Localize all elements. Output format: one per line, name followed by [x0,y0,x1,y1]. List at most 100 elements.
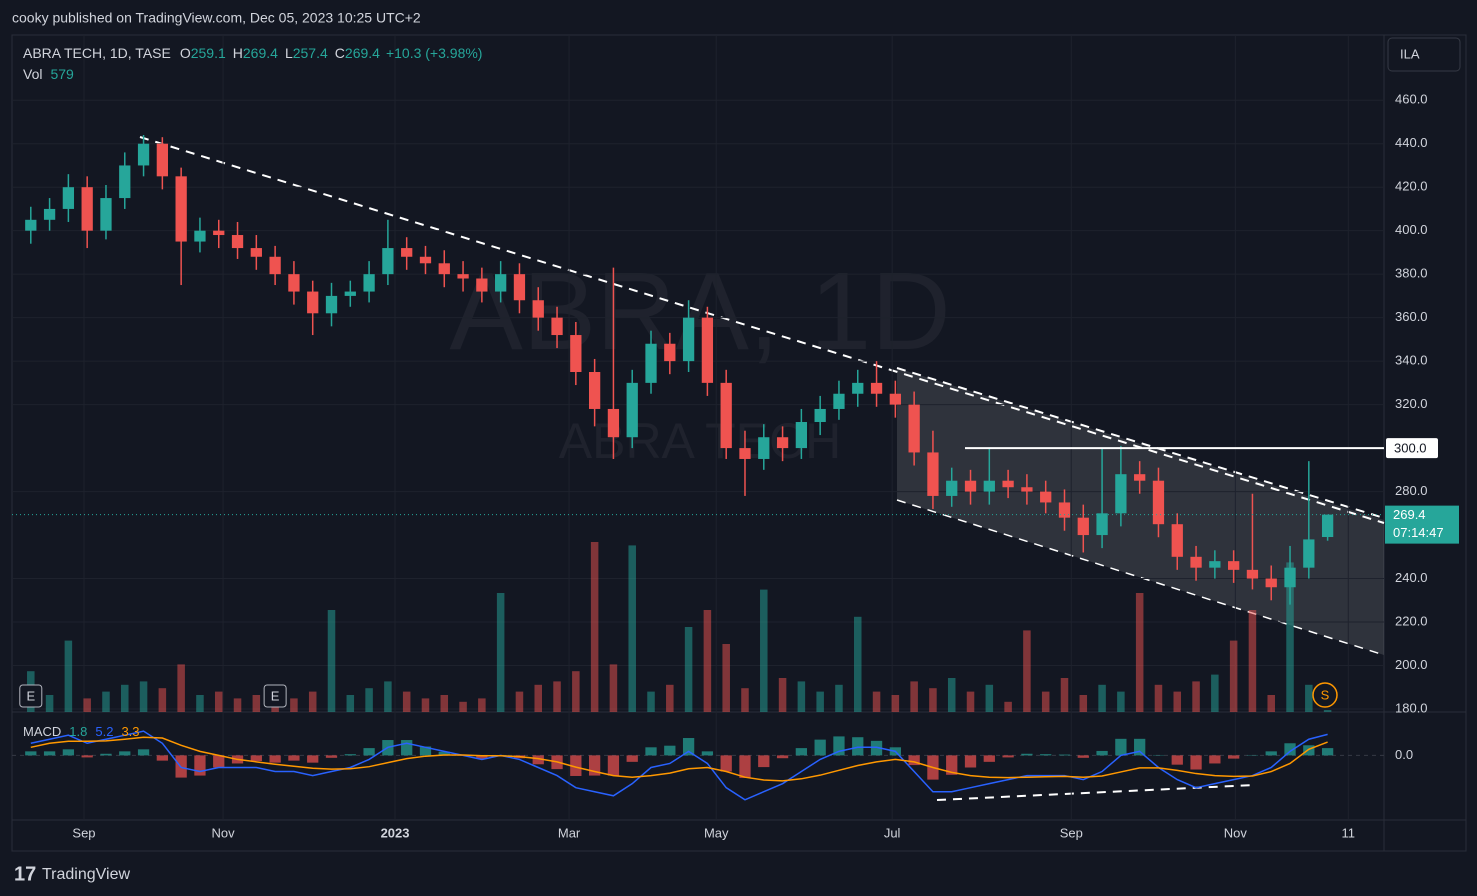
volume-bar [1267,695,1275,712]
candle-body [588,372,601,409]
y-tick-label: 400.0 [1395,222,1428,237]
candle-body [1077,517,1089,536]
y-tick-label: 340.0 [1395,353,1428,368]
macd-hist-bar [532,755,544,765]
volume-bar [1192,681,1200,712]
macd-hist-bar [946,755,958,775]
candle-body [852,382,864,394]
macd-hist-bar [194,755,206,776]
macd-hist-bar [758,755,770,768]
event-marker: E [271,688,280,703]
candle-body [495,274,507,292]
candle-body [175,176,187,242]
candle-body [62,187,75,209]
candle-body [513,274,526,301]
y-tick-label: 180.0 [1395,700,1428,715]
currency-box[interactable] [1387,37,1461,72]
volume-bar [666,684,674,712]
candle-body [288,274,300,292]
volume-bar [177,664,185,712]
candle-body [1246,569,1259,579]
volume-bar [45,695,54,712]
macd-line [30,730,1328,801]
volume-bar [121,684,129,712]
candle-body [1228,561,1240,570]
level-label-box [1386,438,1438,459]
volume-bar [515,691,524,712]
candle-body [1265,578,1277,588]
macd-hist-bar [626,755,638,762]
volume-bar [816,691,824,712]
currency[interactable]: ILA [1400,46,1420,61]
macd-legend-item: 3.3 [121,724,139,739]
macd-hist-bar [983,755,995,762]
volume-bar [1248,610,1257,712]
volume-bar [214,691,223,712]
volume-bar [196,695,204,712]
candle-body [607,408,620,438]
volume-bar [966,691,975,712]
volume-bar [891,695,900,712]
y-tick-label: 240.0 [1395,570,1428,585]
candle-body [946,480,958,496]
candle-body [382,248,394,275]
macd-hist-bar [964,755,977,768]
macd-hist-bar [1058,754,1071,756]
candle-body [401,248,413,257]
volume-bar [233,698,242,712]
macd-hist-bar [833,736,845,756]
volume-bar [1079,695,1088,712]
y-tick-label: 420.0 [1395,179,1428,194]
channel [897,368,1384,655]
volume-bar [1323,710,1332,712]
y-tick-label: 280.0 [1395,483,1428,498]
volume-bar [572,671,580,712]
ohlc-value: 269.4 [242,45,278,61]
candle-body [1303,539,1315,568]
change: +10.3 (+3.98%) [385,45,483,61]
macd-hist-bar [701,751,714,756]
volume-bar [684,627,693,712]
macd-hist-bar [419,746,432,756]
macd-hist-bar [1284,743,1296,756]
macd-hist-bar [814,739,826,756]
macd-hist-bar [1321,748,1334,756]
candle-body [1171,524,1183,557]
x-tick-label: Mar [558,825,581,840]
y-tick-label: 380.0 [1395,266,1428,281]
macd-hist-bar [213,755,225,768]
volume-bar [1041,691,1050,712]
macd-legend-item: 5.2 [95,724,113,739]
candle-body [983,480,995,492]
volume-bar [797,681,806,712]
candle-body [1021,487,1033,492]
volume-label: Vol [23,66,43,82]
candle-body [100,198,112,231]
candle-body [551,317,563,336]
candle-body [664,343,676,362]
macd-hist-bar [1190,755,1202,770]
candle-body [720,382,732,449]
volume-bar [1305,684,1313,712]
symbol: ABRA TECH, 1D, TASE [23,45,171,61]
candle-body [532,300,544,318]
macd-hist-bar [908,755,920,766]
x-tick-label: 11 [1342,825,1356,840]
macd-hist-bar [1134,738,1146,756]
legend: ABRA TECH, 1D, TASE O259.1 H269.4 L257.4 C26… [23,45,482,61]
volume-bar [421,698,430,712]
publisher: cooky published on TradingView.com, Dec … [12,10,421,26]
volume-bar [158,688,167,712]
y-tick-label: 320.0 [1395,396,1428,411]
volume-bar [1117,691,1125,712]
volume-bar [985,684,994,712]
volume-bar [252,695,261,712]
volume-bar [290,698,298,712]
macd-hist-bar [137,749,150,756]
volume-bar [102,691,110,712]
candle-body [1190,556,1202,568]
price-label: 269.4 [1393,507,1426,522]
candle-body [776,437,789,449]
volume-bar [365,688,373,712]
volume-bar [1098,684,1106,712]
